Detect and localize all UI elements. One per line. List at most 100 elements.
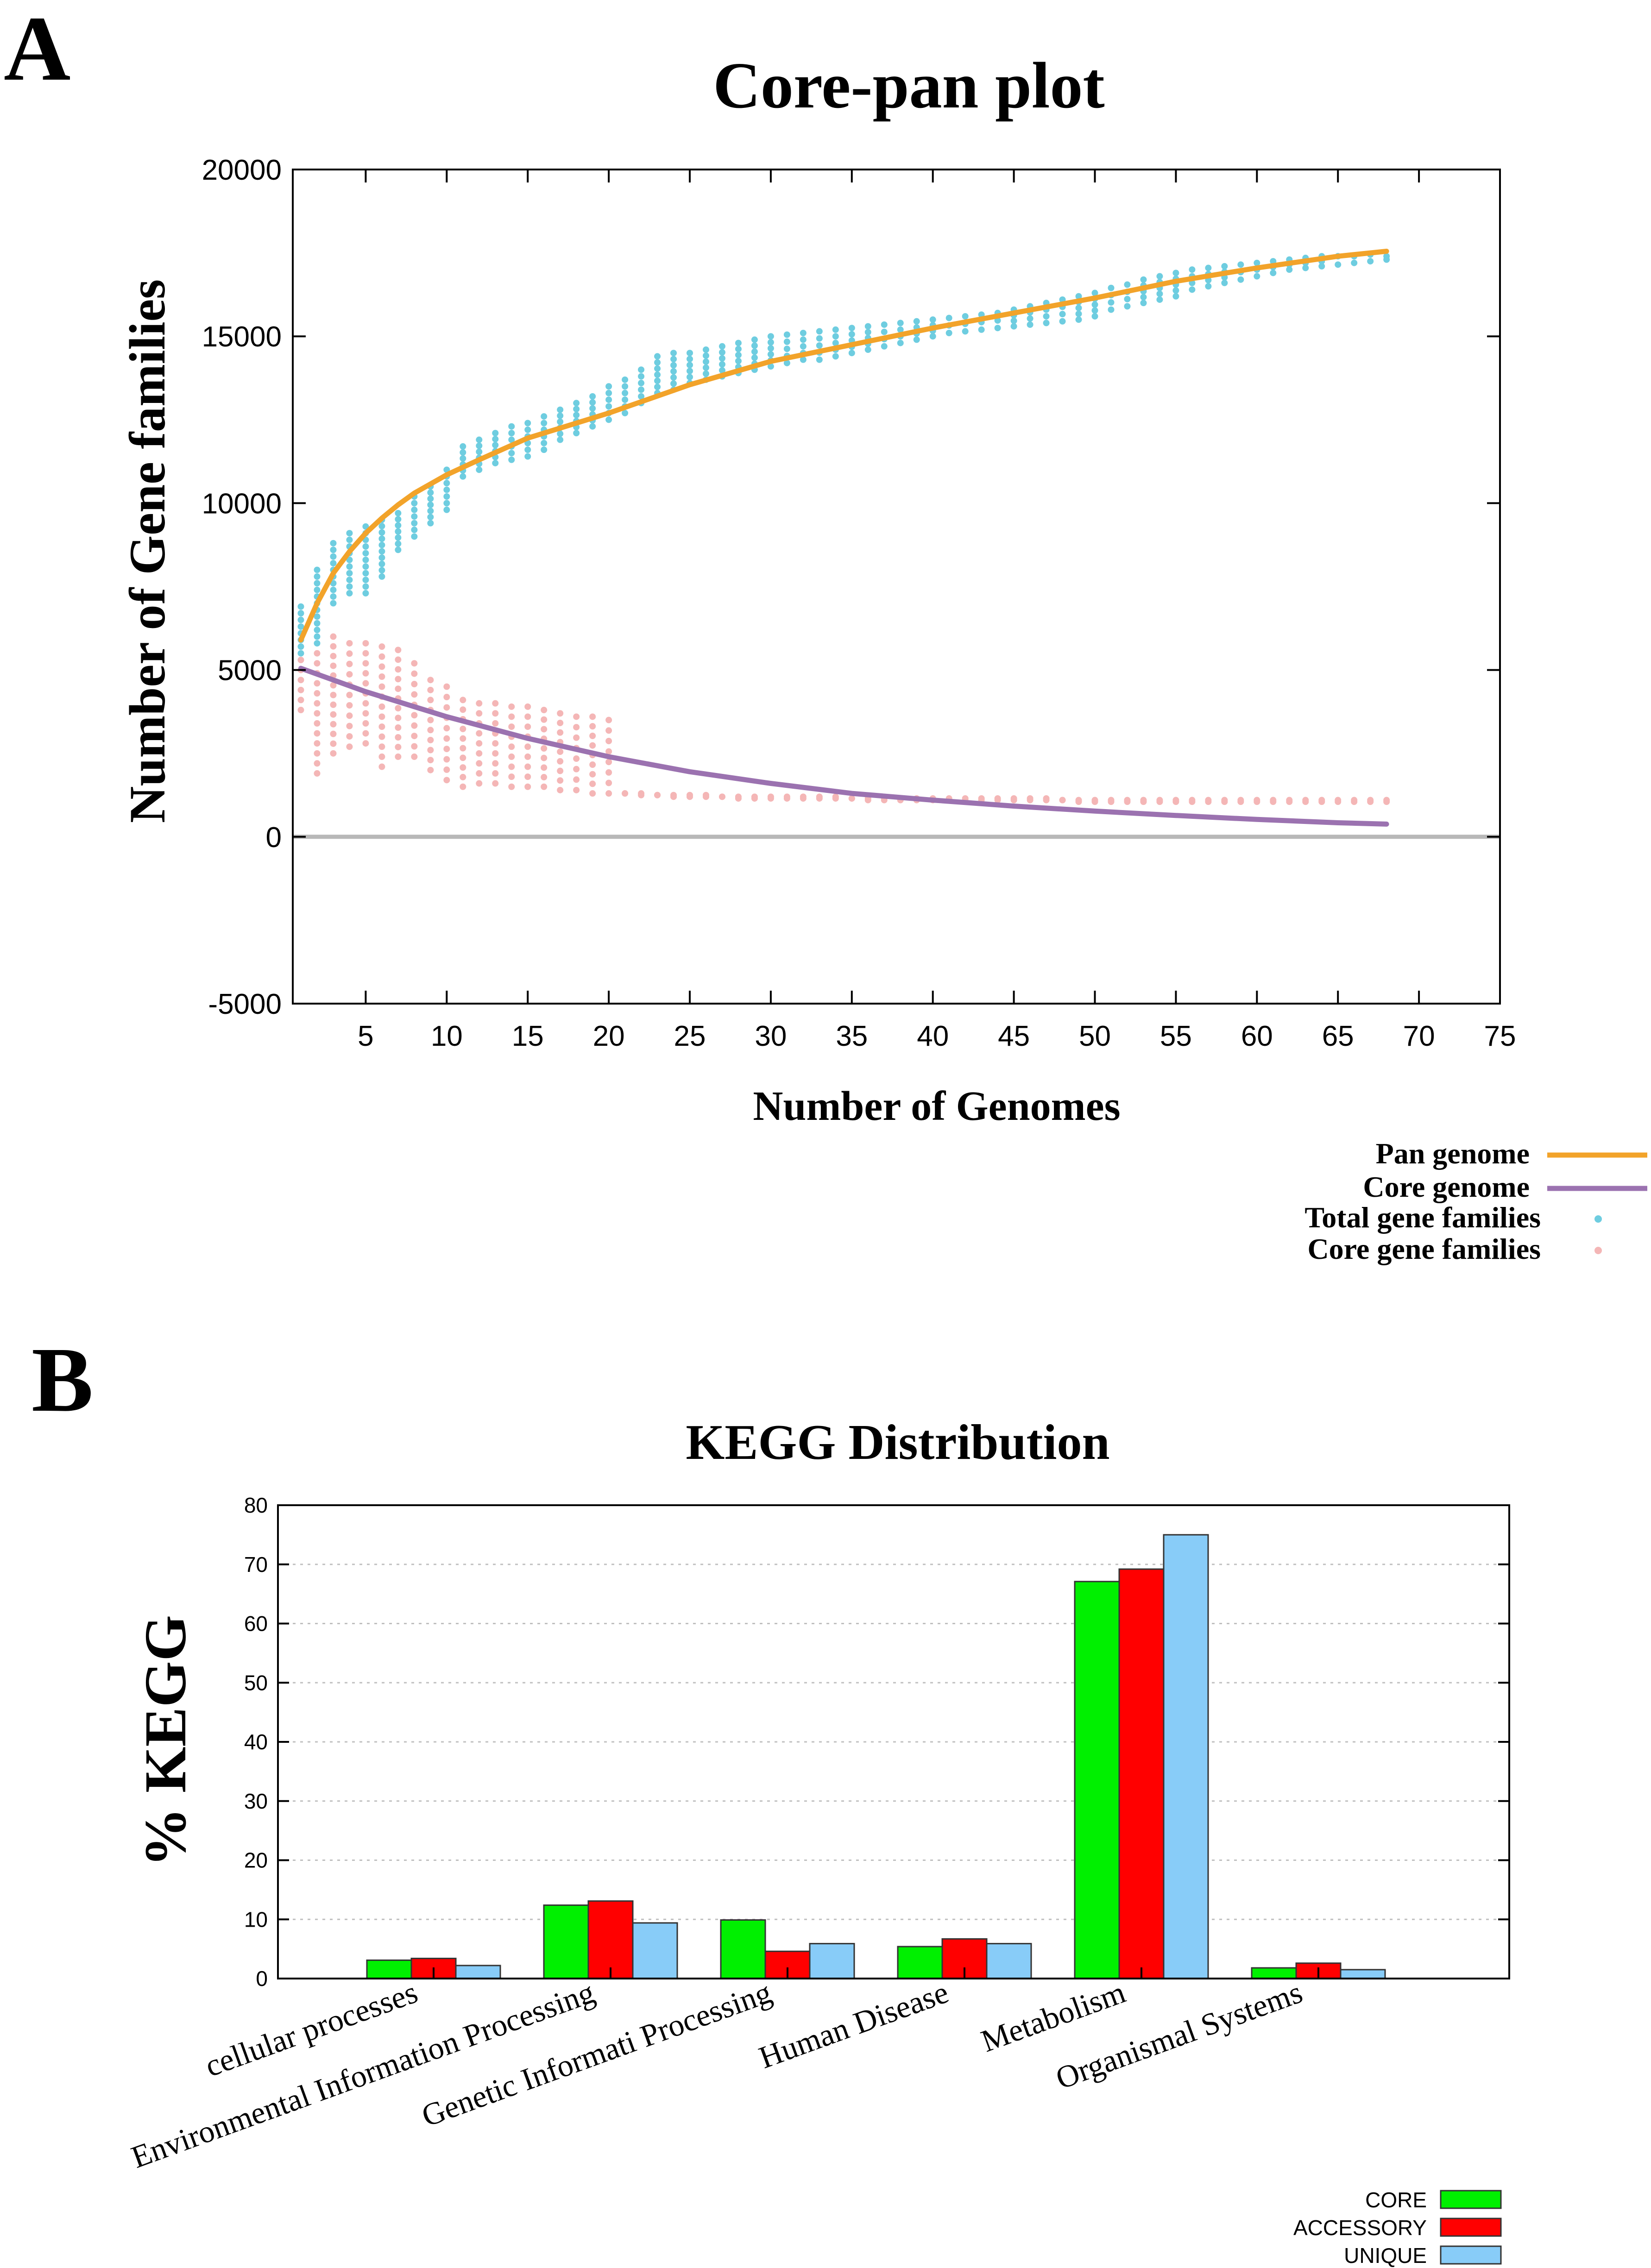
total-gene-family-point (541, 440, 548, 446)
total-gene-family-point (557, 436, 564, 443)
total-gene-family-point (524, 453, 531, 460)
total-gene-family-point (832, 333, 839, 340)
y-tick-label-b: 0 (256, 1966, 268, 1991)
total-gene-family-point (330, 593, 337, 600)
total-gene-family-point (751, 342, 758, 349)
total-gene-family-point (1156, 296, 1163, 303)
total-gene-family-point (378, 523, 385, 530)
total-gene-family-point (800, 329, 807, 336)
core-gene-family-point (378, 763, 385, 770)
total-gene-family-point (1286, 266, 1293, 273)
total-gene-family-point (832, 326, 839, 333)
total-gene-family-point (508, 430, 515, 437)
core-gene-family-point (1156, 797, 1163, 804)
core-gene-family-point (573, 786, 580, 793)
y-tick-label-b: 60 (244, 1612, 268, 1636)
core-gene-family-point (297, 697, 304, 704)
core-gene-family-point (670, 792, 677, 798)
total-gene-family-point (638, 393, 645, 400)
core-gene-family-point (1351, 797, 1358, 804)
core-gene-family-point (476, 700, 483, 707)
total-gene-family-point (783, 359, 790, 366)
total-gene-family-point (541, 446, 548, 453)
total-gene-family-point (1124, 281, 1131, 288)
core-gene-family-point (1270, 797, 1277, 804)
core-gene-family-point (443, 694, 450, 701)
core-gene-family-point (687, 792, 693, 798)
legend-swatch-a (1594, 1215, 1602, 1223)
core-gene-family-point (476, 740, 483, 747)
core-gene-family-point (751, 793, 758, 800)
core-gene-family-point (476, 710, 483, 717)
total-gene-family-point (362, 543, 369, 550)
total-gene-family-point (638, 366, 645, 373)
x-tick-label-a: 45 (998, 1020, 1030, 1052)
total-gene-family-point (816, 335, 823, 342)
core-gene-family-point (443, 756, 450, 763)
total-gene-family-point (378, 548, 385, 555)
bar-core (897, 1946, 943, 1979)
total-gene-family-point (654, 353, 661, 360)
core-gene-family-point (605, 716, 612, 723)
legend-label-b: ACCESSORY (1293, 2216, 1427, 2240)
total-gene-family-point (378, 535, 385, 542)
total-gene-family-point (395, 510, 402, 517)
total-gene-family-point (411, 506, 418, 513)
total-gene-family-point (1156, 273, 1163, 280)
total-gene-family-point (1156, 290, 1163, 297)
core-gene-family-point (638, 790, 645, 797)
total-gene-family-point (978, 326, 985, 333)
core-gene-family-point (443, 766, 450, 773)
core-gene-family-point (297, 686, 304, 693)
y-tick-label-b: 20 (244, 1848, 268, 1872)
core-gene-family-point (330, 701, 337, 708)
total-gene-family-point (816, 356, 823, 363)
core-gene-family-point (378, 733, 385, 740)
total-gene-family-point (735, 352, 742, 358)
core-gene-family-point (443, 725, 450, 732)
total-gene-family-point (346, 590, 353, 597)
total-gene-family-point (654, 371, 661, 378)
core-gene-family-point (589, 723, 596, 730)
total-gene-family-point (460, 443, 466, 450)
total-gene-family-point (962, 328, 969, 335)
core-gene-family-point (1383, 797, 1390, 804)
core-gene-family-point (378, 743, 385, 750)
core-gene-family-point (314, 680, 321, 687)
total-gene-family-point (297, 610, 304, 617)
total-gene-family-point (800, 356, 807, 363)
total-gene-family-point (1205, 283, 1212, 290)
total-gene-family-point (557, 430, 564, 437)
core-gene-family-point (314, 650, 321, 657)
total-gene-family-point (411, 533, 418, 540)
core-gene-family-point (378, 753, 385, 760)
core-gene-family-point (395, 715, 402, 722)
core-gene-family-point (362, 680, 369, 687)
total-gene-family-point (541, 413, 548, 420)
total-gene-family-point (573, 406, 580, 413)
core-gene-family-point (573, 766, 580, 773)
core-gene-family-point (362, 650, 369, 657)
total-gene-family-point (557, 406, 564, 413)
total-gene-family-point (702, 346, 709, 353)
plot-frame-a (292, 169, 1501, 1005)
total-gene-family-point (362, 590, 369, 597)
legend-swatch-a (1594, 1247, 1602, 1254)
core-gene-family-point (411, 722, 418, 729)
core-gene-family-point (702, 792, 709, 798)
legend-swatch-b (1440, 2190, 1502, 2209)
core-gene-family-point (557, 710, 564, 717)
total-gene-family-point (508, 450, 515, 457)
core-gene-family-point (427, 677, 434, 684)
total-gene-family-point (362, 550, 369, 557)
core-gene-family-point (557, 758, 564, 765)
core-gene-family-point (297, 677, 304, 684)
total-gene-family-point (362, 583, 369, 590)
total-gene-family-point (929, 333, 936, 340)
total-gene-family-point (395, 540, 402, 547)
total-gene-family-point (1140, 294, 1147, 301)
core-gene-family-point (557, 767, 564, 774)
panel-a-letter: A (4, 0, 70, 100)
core-gene-family-point (346, 743, 353, 750)
core-gene-family-point (573, 713, 580, 720)
